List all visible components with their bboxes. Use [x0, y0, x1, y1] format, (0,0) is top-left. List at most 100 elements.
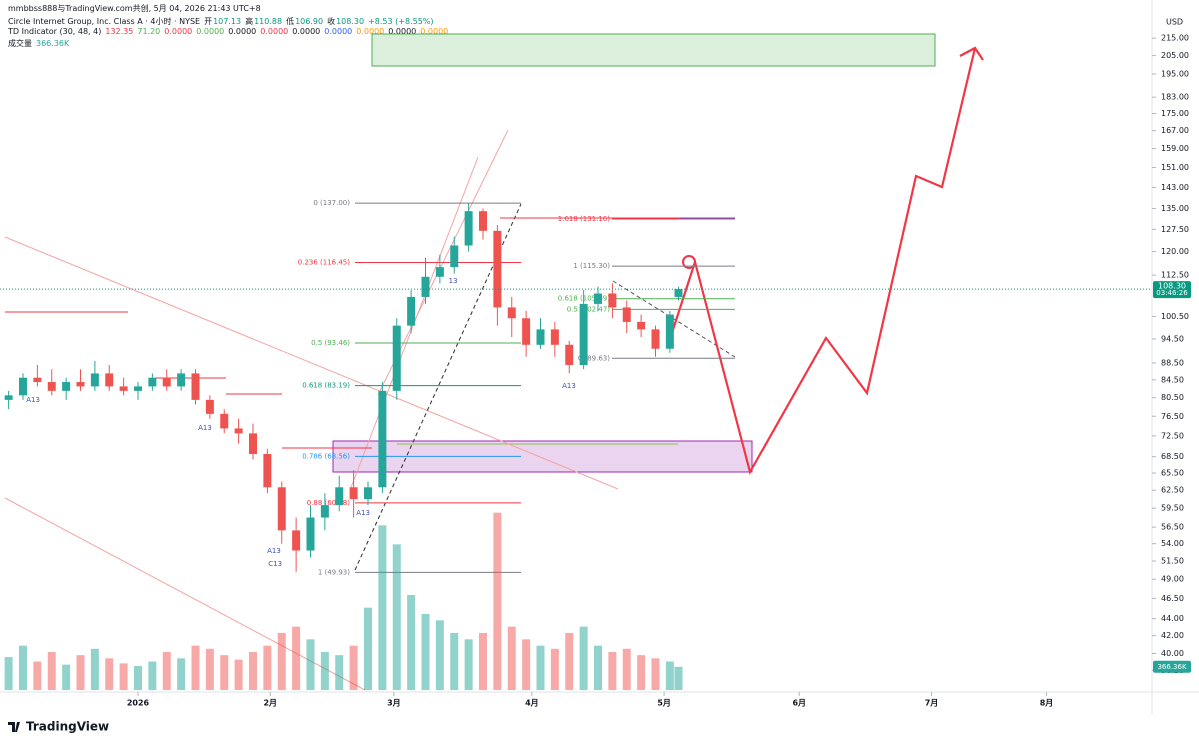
indicator-value: 132.35 [105, 27, 134, 36]
volume-bar [378, 525, 387, 690]
candle-body [421, 276, 430, 297]
y-tick-label: 84.50 [1161, 375, 1184, 384]
candle-body [320, 505, 329, 518]
candle-body [536, 329, 545, 345]
symbol-row: Circle Internet Group, Inc. Class A · 4小… [8, 16, 438, 27]
volume-bar [435, 620, 444, 690]
fib-label: 0.88 (60.38) [307, 499, 351, 507]
indicator: TD Indicator (30, 48, 4) [8, 27, 102, 36]
candle-body [565, 344, 574, 366]
candle-body [579, 303, 588, 366]
candle-body [4, 395, 13, 400]
y-tick-label: 112.50 [1161, 271, 1189, 280]
y-tick-label: 167.00 [1161, 126, 1189, 135]
y-tick-label: 51.50 [1161, 557, 1184, 566]
volume-bar [608, 652, 617, 690]
projection-arrowhead [959, 46, 984, 61]
td-label: A13 [26, 396, 40, 404]
y-tick-label: 120.00 [1161, 247, 1189, 256]
volume-bar [479, 633, 487, 690]
x-tick-label: 2026 [127, 699, 150, 708]
ohlc-value: 110.88 [254, 17, 283, 26]
candle-body [90, 373, 99, 387]
indicator-value: 0.0000 [228, 27, 257, 36]
trend-line [4, 236, 619, 490]
volume-bar [249, 652, 257, 690]
volume-bar [177, 658, 186, 690]
candle-body [665, 314, 674, 349]
target-box [371, 33, 936, 67]
attribution: mmbbss888与TradingView.com共创, 5月 04, 2026… [8, 4, 261, 13]
ohlc-value: 106.90 [295, 17, 324, 26]
candle-body [464, 211, 473, 246]
volume-bar [234, 659, 243, 690]
volume-bar [19, 645, 27, 690]
y-tick-label: 49.00 [1161, 575, 1184, 584]
ohlc-key: 开 [204, 17, 213, 26]
candle-body [594, 293, 602, 304]
logo: TradingView [8, 720, 109, 734]
ohlc-value: 107.13 [213, 17, 242, 26]
y-tick-label: 100.50 [1161, 312, 1189, 321]
td-label: C13 [268, 560, 282, 568]
indicator-value: 0.0000 [196, 27, 225, 36]
candle-body [407, 296, 416, 326]
candle-body [507, 307, 516, 319]
volume-bar [493, 512, 502, 690]
y-tick-label: 94.50 [1161, 334, 1184, 343]
y-tick-label: 88.50 [1161, 358, 1184, 367]
ohlc-key: 收 [327, 17, 336, 26]
volume-bar [148, 661, 157, 690]
dashed-line [612, 280, 736, 358]
indicator-value: 0.0000 [292, 27, 321, 36]
volume-bar [277, 633, 286, 690]
candle-body [292, 530, 301, 551]
candle-body [162, 377, 171, 387]
candle-body [378, 390, 387, 488]
volume-bar [407, 595, 416, 690]
indicator-value: 0.0000 [164, 27, 193, 36]
volume-bar [263, 645, 272, 690]
y-tick-label: 143.00 [1161, 183, 1189, 192]
symbol: Circle Internet Group, Inc. Class A · 4小… [8, 17, 201, 26]
volume-bar [674, 666, 683, 690]
candle-body [249, 433, 257, 455]
ohlc-key: 高 [245, 17, 254, 26]
candle-body [622, 307, 631, 322]
td-label: A13 [198, 424, 212, 432]
fib-label: 1 (49.93) [318, 568, 350, 576]
ohlc-key: 低 [286, 17, 295, 26]
y-tick-label: 127.50 [1161, 225, 1189, 234]
target-circle [682, 255, 696, 269]
volume-bar [579, 626, 588, 690]
volume-bar [565, 633, 574, 690]
td-label: 13 [449, 277, 458, 285]
volume-bar [119, 663, 128, 690]
volume-bar [507, 626, 516, 690]
volume-bar [665, 661, 674, 690]
td-label: A13 [267, 547, 281, 555]
volume-bar [4, 657, 13, 690]
volume-bar [464, 639, 473, 690]
drawings [4, 33, 984, 691]
y-tick-label: 151.00 [1161, 163, 1189, 172]
candle-body [33, 377, 42, 383]
volume-bar [62, 664, 71, 690]
dashed-line [354, 203, 522, 571]
volume-bar [349, 645, 358, 690]
volume-bar [134, 665, 142, 690]
y-tick-label: 46.50 [1161, 594, 1184, 603]
candle-body [191, 373, 200, 400]
y-tick-label: 65.50 [1161, 469, 1184, 478]
candle-body [148, 377, 157, 387]
currency: USD [1166, 18, 1183, 27]
x-tick-label: 7月 [925, 699, 939, 708]
x-tick-label: 3月 [387, 699, 401, 708]
candle-body [62, 382, 71, 391]
candle-body [47, 382, 56, 391]
candle-body [651, 329, 660, 349]
fib-label: 0.618 (83.19) [302, 382, 350, 390]
indicator-value: 0.0000 [420, 27, 449, 36]
